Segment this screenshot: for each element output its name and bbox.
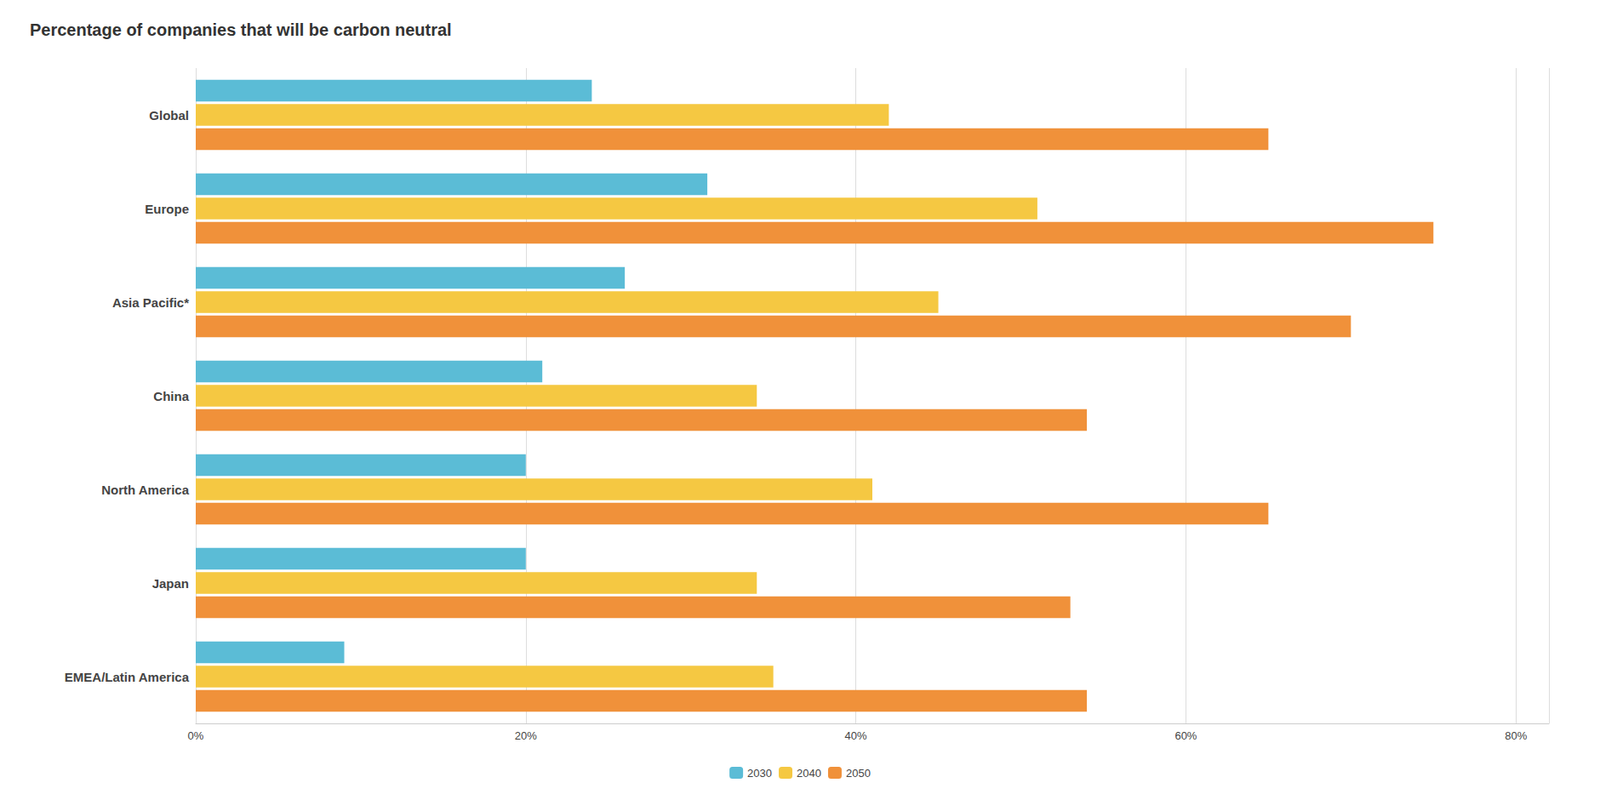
svg-text:40%: 40%	[845, 729, 868, 743]
svg-text:60%: 60%	[1174, 729, 1197, 743]
svg-text:China: China	[153, 388, 189, 404]
svg-text:Asia Pacific*: Asia Pacific*	[112, 295, 189, 310]
svg-text:Global: Global	[148, 108, 189, 123]
svg-text:20%: 20%	[514, 729, 538, 743]
svg-text:Japan: Japan	[152, 576, 189, 591]
svg-text:North America: North America	[101, 482, 189, 498]
svg-text:2050: 2050	[845, 766, 871, 780]
svg-text:EMEA/Latin America: EMEA/Latin America	[64, 669, 190, 685]
svg-text:Percentage of companies that w: Percentage of companies that will be car…	[29, 20, 452, 40]
svg-text:2040: 2040	[796, 766, 822, 780]
svg-text:80%: 80%	[1504, 729, 1527, 743]
svg-text:Europe: Europe	[144, 201, 189, 217]
svg-text:0%: 0%	[188, 729, 205, 743]
svg-text:2030: 2030	[747, 766, 772, 780]
